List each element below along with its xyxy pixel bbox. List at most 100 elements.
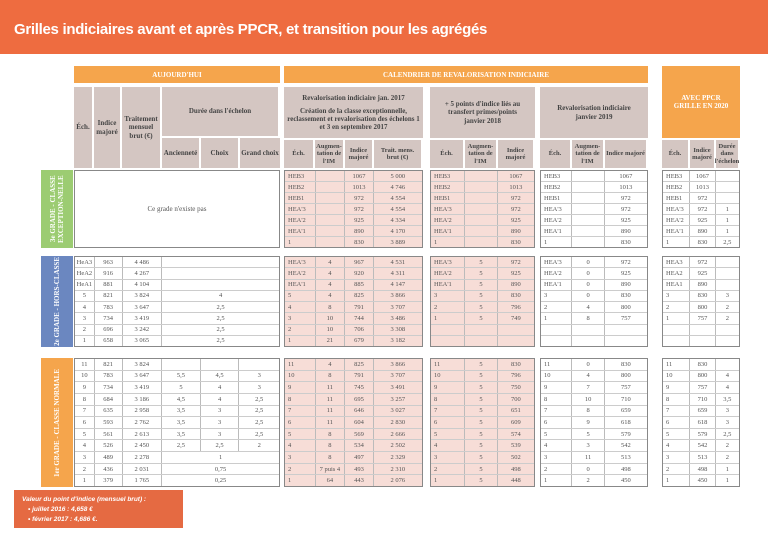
table-cell bbox=[465, 324, 498, 335]
table-row: HEA'2 925 4 334 bbox=[285, 215, 422, 226]
col-duree: Durée dans l'échelon bbox=[162, 87, 280, 138]
table-cell: 0 bbox=[572, 257, 605, 268]
table-cell: 4 bbox=[663, 440, 691, 452]
table-cell: 4 bbox=[572, 370, 605, 382]
table-cell: 4 170 bbox=[390, 227, 406, 235]
col-anciennete: Ancienneté bbox=[162, 138, 201, 168]
table-cell: 800 bbox=[621, 372, 631, 380]
header-today: AUJOURD'HUI bbox=[74, 66, 280, 83]
table-cell: HEA'1 bbox=[541, 279, 573, 290]
table-cell: 9 bbox=[572, 417, 605, 428]
table-cell: 3 bbox=[541, 452, 573, 463]
col-grand-choix: Grand choix bbox=[240, 138, 280, 168]
table-row: 7 11 646 3 027 bbox=[285, 405, 422, 418]
table-cell: 21 bbox=[316, 335, 346, 346]
table-row: 6 5 609 bbox=[431, 417, 534, 429]
table-row: 4 3 542 bbox=[541, 440, 647, 453]
table-row: 11 0 830 bbox=[541, 359, 647, 371]
table-cell bbox=[716, 268, 739, 278]
table-row: 5 821 3 824 4 bbox=[75, 290, 279, 302]
table-cell: 684 bbox=[95, 393, 123, 405]
table-cell: 3 bbox=[201, 417, 240, 428]
table-cell: 498 bbox=[621, 465, 631, 473]
table-row: 1 450 1 bbox=[663, 475, 739, 487]
grade-label-text: 2e GRADE - HORS-CLASSE bbox=[52, 257, 61, 346]
table-cell: 11 bbox=[316, 405, 346, 417]
table-cell: HEA'3 bbox=[285, 204, 316, 214]
table-cell: 2 bbox=[431, 463, 466, 475]
table-cell: 3 707 bbox=[390, 303, 406, 311]
table-cell: 830 bbox=[510, 360, 521, 368]
table-cell: HEA'2 bbox=[541, 268, 573, 279]
grade-label-classe-normale: 1er GRADE - CLASSE NORMALE bbox=[41, 358, 73, 487]
table-row: 8 710 3,5 bbox=[663, 393, 739, 406]
table-cell: 497 bbox=[345, 452, 374, 463]
table-cell: 890 bbox=[345, 226, 374, 236]
table-cell: 2,5 bbox=[162, 440, 201, 452]
table-row: 4 8 791 3 707 bbox=[285, 302, 422, 314]
table-cell: 2 bbox=[725, 303, 729, 311]
b2019-cn-table: 11 0 830 10 4 800 9 7 757 8 10 710 7 8 659 6 9 618 5 5 579 4 3… bbox=[540, 358, 648, 487]
table-cell: 3 308 bbox=[390, 326, 406, 334]
grade-label-text: 1er GRADE - CLASSE NORMALE bbox=[52, 368, 61, 477]
table-cell: 972 bbox=[690, 257, 716, 268]
table-cell: 2 031 bbox=[123, 463, 163, 475]
col-choix: Choix bbox=[201, 138, 240, 168]
table-cell: 1013 bbox=[619, 183, 633, 191]
table-cell: 8 bbox=[316, 428, 346, 440]
table-cell: 5 bbox=[465, 302, 498, 313]
table-row: HEA'3 972 bbox=[541, 204, 647, 215]
table-cell: 561 bbox=[95, 428, 123, 440]
table-cell: 6 bbox=[285, 417, 316, 428]
table-cell: 925 bbox=[510, 269, 521, 277]
table-cell: 498 bbox=[690, 463, 716, 475]
table-cell: 3 bbox=[725, 292, 729, 300]
table-cell: 967 bbox=[345, 257, 374, 268]
table-cell: 783 bbox=[95, 370, 123, 382]
table-cell: 8 bbox=[316, 370, 346, 382]
table-cell: 2,5 bbox=[216, 326, 225, 334]
table-cell: 1 bbox=[663, 475, 691, 487]
table-cell: 830 bbox=[621, 292, 631, 300]
table-cell: 10 bbox=[663, 370, 691, 382]
header-ppcr: AVEC PPCR GRILLE EN 2020 bbox=[662, 66, 740, 138]
table-cell: 3 186 bbox=[123, 393, 163, 405]
table-cell: 7 bbox=[75, 405, 95, 417]
page-title: Grilles indiciaires avant et après PPCR,… bbox=[14, 21, 488, 38]
table-cell: 526 bbox=[95, 440, 123, 452]
table-cell: 1 bbox=[725, 227, 729, 235]
table-cell: 2 bbox=[257, 442, 261, 450]
table-cell: 1 bbox=[75, 335, 95, 346]
table-row: 10 800 4 bbox=[663, 370, 739, 383]
table-cell bbox=[465, 335, 498, 346]
table-cell: 825 bbox=[345, 359, 374, 370]
table-cell: HeA2 bbox=[75, 268, 95, 279]
table-cell: 513 bbox=[621, 453, 631, 461]
table-cell: 574 bbox=[510, 430, 521, 438]
table-cell: 3 bbox=[75, 313, 95, 324]
table-cell: HEA'1 bbox=[663, 226, 691, 236]
table-cell: 8 bbox=[316, 440, 346, 452]
table-row: HEA'1 4 885 4 147 bbox=[285, 279, 422, 291]
table-cell bbox=[316, 226, 346, 236]
table-row: HEA2 925 bbox=[663, 268, 739, 280]
table-cell: 757 bbox=[690, 382, 716, 393]
table-cell: 0 bbox=[572, 359, 605, 370]
table-cell: 4 bbox=[725, 384, 729, 392]
table-cell: 450 bbox=[690, 475, 716, 487]
table-row: HEB1 972 4 554 bbox=[285, 193, 422, 204]
table-cell: 3 bbox=[431, 290, 466, 301]
table-cell: 4,5 bbox=[201, 370, 240, 382]
table-cell: HeA1 bbox=[75, 279, 95, 290]
table-cell: 4 bbox=[75, 302, 95, 313]
table-row bbox=[431, 335, 534, 346]
table-cell: HEA'2 bbox=[285, 215, 316, 225]
table-row: 6 593 2 762 3,5 3 2,5 bbox=[75, 417, 279, 429]
b2017-cn-table: 11 4 825 3 866 10 8 791 3 707 9 11 745 3 491 8 11 695 3… bbox=[284, 358, 423, 487]
table-cell: 1013 bbox=[690, 182, 716, 192]
table-cell: 757 bbox=[621, 384, 631, 392]
table-cell: 890 bbox=[621, 227, 631, 235]
table-row: HEB2 1013 bbox=[663, 182, 739, 193]
table-row: HEA'3 0 972 bbox=[541, 257, 647, 269]
table-row bbox=[541, 324, 647, 336]
